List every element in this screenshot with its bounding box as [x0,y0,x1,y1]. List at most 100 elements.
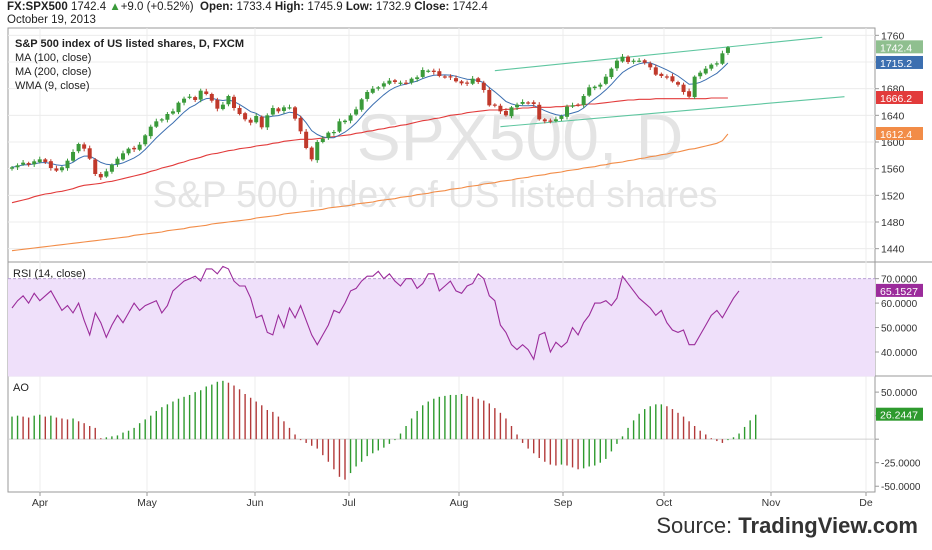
candle-body [209,94,214,101]
candle-body [232,96,236,108]
candle-body [331,132,336,134]
ma100-line [11,97,728,204]
price-axis-label: 1612.4 [880,129,912,141]
candle-body [670,76,675,82]
ma200-line [11,133,729,252]
rsi-panel: 40.0000 50.0000 60.0000 70.0000 RSI (14, clo… [8,265,923,377]
candle-body [37,159,42,163]
candle-body [720,53,725,64]
candle-body [104,171,109,177]
candle-body [137,144,142,150]
candle-body [265,115,270,128]
price-axis-label-box [876,91,923,104]
candle-body [98,174,103,178]
candle-body [182,98,187,103]
indicator-legend-item: MA (200, close) [15,66,91,78]
close-label: Close: [414,1,450,13]
candle-body [21,162,26,165]
candle-body [93,159,98,174]
candle-body [515,104,520,108]
rsi-tick-label: 50.0000 [881,324,918,335]
candle-body [259,116,264,128]
candle-body [415,77,420,80]
watermark-symbol: SPX500, D [357,100,684,174]
candle-body [387,80,392,84]
candle-body [476,78,481,82]
price-axis-label-box [876,40,923,54]
candle-body [121,153,125,160]
candle-body [581,96,586,106]
x-tick-label: Jul [342,497,355,509]
candle-body [159,119,164,121]
candle-body [603,76,608,84]
candle-body [465,82,470,84]
symbol-name: FX:SPX500 [7,1,68,13]
candle-body [65,160,70,169]
series-title: S&P 500 index of US listed shares, D, FX… [15,38,244,50]
candle-body [392,80,397,82]
candle-body [648,63,653,68]
candle-body [442,76,447,78]
candle-body [404,82,409,84]
candle-body [315,142,320,161]
open-value: 1733.4 [236,1,272,13]
candle-body [431,70,436,72]
x-tick-label: May [137,497,158,509]
candle-body [143,135,148,145]
candle-body [459,81,464,84]
price-tick-label: 1520 [881,190,905,202]
x-tick-label: Nov [762,497,781,509]
candle-body [248,119,253,123]
candle-body [276,108,281,112]
candle-body [298,117,303,132]
candle-body [614,60,619,69]
candle-body [381,83,386,87]
candle-body [287,107,292,109]
candle-body [570,105,575,107]
candle-body [354,109,359,115]
close-value: 1742.4 [452,1,488,13]
tradingview-logo: TradingView.com [738,513,918,538]
candle-body [115,158,120,165]
candle-body [359,99,364,110]
up-triangle-icon: ▲ [109,1,121,13]
candle-body [470,78,475,84]
rsi-axis-label-box [876,283,923,297]
ao-axis-label: 26.2447 [880,410,918,422]
candle-body [15,165,20,168]
price-tick-label: 1480 [881,217,905,229]
candle-body [254,116,259,123]
candle-body [681,84,686,92]
source-prefix: Source: [656,513,739,538]
candle-body [714,63,719,65]
candle-body [54,168,59,171]
candle-body [692,76,697,98]
x-tick-label: Aug [450,497,469,509]
candle-body [526,102,531,104]
candle-body [537,104,542,120]
candle-body [32,161,37,165]
rsi-tick-label: 40.0000 [881,348,918,359]
watermark: SPX500, DS&P 500 index of US listed shar… [153,100,718,215]
price-axis-label-box [876,127,923,140]
plot-border [7,27,876,493]
candle-body [409,78,414,83]
candle-body [76,144,81,152]
source-credit: Source: TradingView.com [656,513,918,539]
candle-body [370,88,375,93]
candle-body [448,76,453,78]
low-value: 1732.9 [375,1,412,13]
candle-body [82,144,87,149]
candle-body [226,96,231,105]
chart-date: October 19, 2013 [7,14,96,26]
candle-body [398,82,403,84]
candle-body [26,163,31,165]
x-tick-label: Apr [32,497,49,509]
candle-body [376,87,381,89]
rsi-band [8,278,875,377]
symbol-header: FX:SPX500 1742.4 ▲+9.0 (+0.52%) Open: 17… [7,1,488,13]
candles [10,46,730,180]
high-label: High: [274,1,305,13]
candle-body [587,87,592,96]
